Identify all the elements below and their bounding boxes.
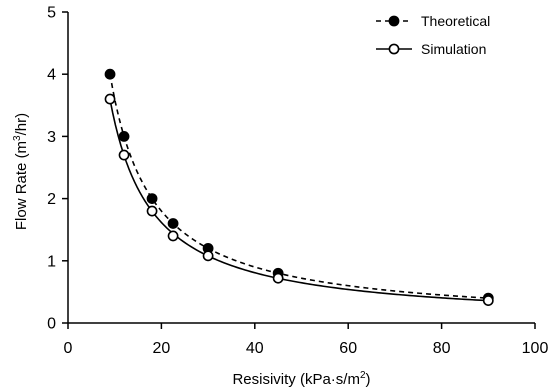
curve-theoretical <box>109 74 489 299</box>
y-tick-label-5: 5 <box>47 5 56 22</box>
x-tick-label-100: 100 <box>522 340 549 357</box>
y-axis-label: Flow Rate (m3/hr) <box>12 113 30 230</box>
point-theoretical-1 <box>118 130 130 142</box>
y-tick-label-0: 0 <box>47 316 56 333</box>
x-tick-label-40: 40 <box>246 340 264 357</box>
point-theoretical-0 <box>104 68 116 80</box>
y-tick-label-4: 4 <box>47 67 56 84</box>
point-theoretical-2 <box>146 193 158 204</box>
x-tick-label-80: 80 <box>433 340 451 357</box>
y-tick-label-3: 3 <box>47 129 56 146</box>
point-simulation-3 <box>167 230 179 242</box>
axes: 0 20 40 60 80 100 0 1 2 3 4 5 <box>47 5 548 358</box>
legend-label-theoretical: Theoretical <box>421 13 490 29</box>
x-tick-label-20: 20 <box>153 340 171 357</box>
point-simulation-4 <box>202 250 214 262</box>
legend-marker-theoretical <box>388 15 400 27</box>
x-axis-label: Resisivity (kPa·s/m2) <box>232 370 370 388</box>
curve-simulation <box>109 99 489 302</box>
point-simulation-5 <box>272 272 284 284</box>
point-theoretical-3 <box>167 218 179 229</box>
y-tick-label-2: 2 <box>47 191 56 208</box>
point-simulation-0 <box>104 93 116 105</box>
legend: Theoretical Simulation <box>376 13 490 57</box>
point-simulation-1 <box>118 149 130 161</box>
legend-marker-simulation <box>388 43 400 55</box>
axis-labels: Resisivity (kPa·s/m2) Flow Rate (m3/hr) <box>12 113 371 388</box>
data-points <box>104 68 494 307</box>
x-tick-label-60: 60 <box>339 340 357 357</box>
curves <box>109 74 489 302</box>
y-tick-label-1: 1 <box>47 253 56 270</box>
point-simulation-6 <box>482 295 494 307</box>
x-tick-label-0: 0 <box>64 340 73 357</box>
point-simulation-2 <box>146 205 158 217</box>
legend-label-simulation: Simulation <box>421 41 486 57</box>
